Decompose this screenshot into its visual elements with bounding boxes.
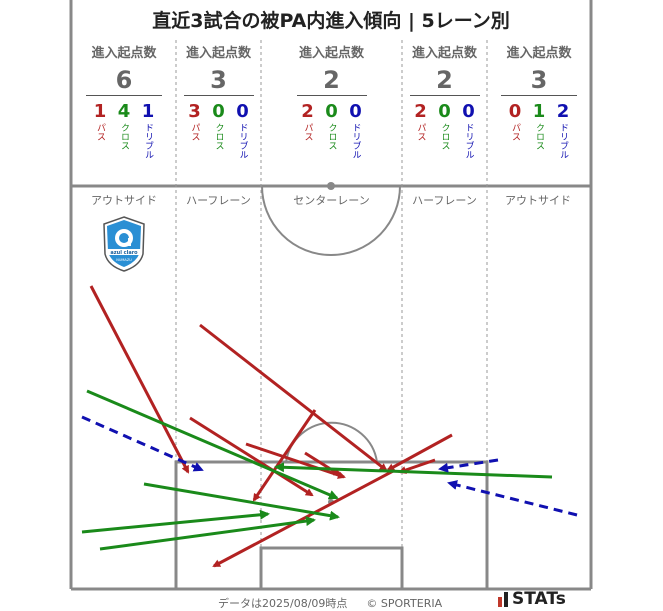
pass-label: パス xyxy=(189,123,200,141)
lane-total: 6 xyxy=(115,66,133,94)
pass-count: 3 xyxy=(188,101,201,122)
pass-label: パス xyxy=(95,123,105,141)
dribble-label: ドリブル xyxy=(558,123,568,159)
dribble-label: ドリブル xyxy=(350,123,361,159)
dribble-arrow xyxy=(447,480,578,517)
lane-stats-half-left: 進入起点数 3 3 パス 0 クロス 0 ドリブル xyxy=(176,42,261,159)
cross-arrow xyxy=(99,516,316,551)
dribble-arrows xyxy=(81,415,578,517)
copyright: © SPORTERIA xyxy=(366,597,443,610)
cross-label: クロス xyxy=(534,123,544,150)
zone-label-center: センターレーン xyxy=(293,194,370,207)
data-date-note: データは2025/08/09時点 xyxy=(218,597,348,610)
zone-label-outside-left: アウトサイド xyxy=(91,194,157,207)
lane-label: 進入起点数 xyxy=(298,46,364,61)
pass-count: 2 xyxy=(301,101,314,122)
cross-arrow xyxy=(274,462,553,479)
cross-count: 0 xyxy=(325,101,338,122)
pass-label: パス xyxy=(415,123,426,141)
lane-total: 3 xyxy=(530,66,548,94)
lane-stats-half-right: 進入起点数 2 2 パス 0 クロス 0 ドリブル xyxy=(402,42,487,159)
cross-arrow xyxy=(143,482,340,521)
cross-arrow xyxy=(86,389,339,500)
zone-label-outside-right: アウトサイド xyxy=(505,194,571,207)
pass-arrow xyxy=(189,416,314,497)
lane-stats-center: 進入起点数 2 2 パス 0 クロス 0 ドリブル xyxy=(261,42,402,159)
goal-area xyxy=(259,546,404,589)
zone-label-half-left: ハーフレーン xyxy=(186,194,251,207)
cross-label: クロス xyxy=(213,123,224,150)
dribble-count: 0 xyxy=(462,101,475,122)
pass-arrow xyxy=(199,323,388,472)
cross-label: クロス xyxy=(119,123,129,150)
pass-label: パス xyxy=(510,123,520,141)
lane-stats-outside-left: 進入起点数 6 1 パス 4 クロス 1 ドリブル xyxy=(78,42,170,159)
dribble-label: ドリブル xyxy=(143,123,153,159)
dribble-arrow xyxy=(81,415,204,472)
chart-title: 直近3試合の被PA内進入傾向 | 5レーン別 xyxy=(152,10,510,32)
team-logo-text: azul claro xyxy=(110,250,138,256)
team-logo-subtext: NUMAZU xyxy=(116,258,132,262)
lane-label: 進入起点数 xyxy=(91,46,157,61)
pass-arrows xyxy=(89,285,453,568)
pass-arrow xyxy=(398,458,436,474)
lane-label: 進入起点数 xyxy=(185,46,251,61)
penalty-area xyxy=(174,460,489,589)
cross-arrow xyxy=(81,509,270,534)
zone-label-half-right: ハーフレーン xyxy=(412,194,477,207)
pass-count: 0 xyxy=(508,101,522,122)
lane-total: 2 xyxy=(323,66,340,94)
center-spot xyxy=(327,182,335,190)
cross-label: クロス xyxy=(439,123,450,150)
cross-count: 0 xyxy=(212,101,225,122)
dribble-count: 2 xyxy=(556,101,570,122)
dribble-count: 0 xyxy=(349,101,362,122)
dribble-label: ドリブル xyxy=(237,123,248,159)
center-circle xyxy=(261,185,401,256)
pass-arrow xyxy=(212,468,396,568)
lane-total: 2 xyxy=(436,66,453,94)
pass-arrow xyxy=(252,409,317,502)
cross-count: 1 xyxy=(532,101,546,122)
lane-label: 進入起点数 xyxy=(411,46,477,61)
pass-arrow xyxy=(304,451,342,477)
cross-count: 4 xyxy=(117,101,131,122)
pass-count: 1 xyxy=(93,101,107,122)
cross-arrows xyxy=(81,389,553,551)
dribble-count: 0 xyxy=(236,101,249,122)
lane-total: 3 xyxy=(210,66,227,94)
dribble-label: ドリブル xyxy=(463,123,474,159)
lane-label: 進入起点数 xyxy=(506,46,572,61)
pass-arrow xyxy=(386,433,453,472)
dribble-count: 1 xyxy=(141,101,155,122)
pass-label: パス xyxy=(302,123,313,141)
stats-logo-icon xyxy=(498,591,508,607)
team-logo: azul claro NUMAZU xyxy=(103,216,145,272)
pass-count: 2 xyxy=(414,101,427,122)
cross-count: 0 xyxy=(438,101,451,122)
footer: データは2025/08/09時点 © SPORTERIA xyxy=(218,595,442,611)
lane-stats-outside-right: 進入起点数 3 0 パス 1 クロス 2 ドリブル xyxy=(492,42,586,159)
pass-arrow xyxy=(245,442,346,479)
dribble-arrow xyxy=(438,458,499,473)
brand-name: STATs xyxy=(512,589,566,609)
stats-brand: STATs xyxy=(498,589,566,609)
pass-arrow xyxy=(89,285,190,474)
cross-label: クロス xyxy=(326,123,337,150)
